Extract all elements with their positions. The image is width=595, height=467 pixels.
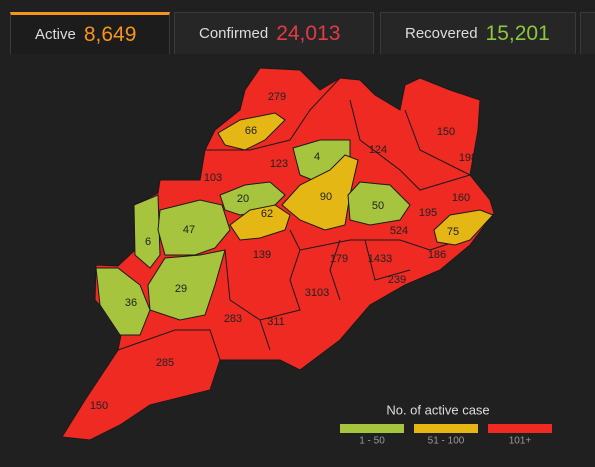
district <box>281 154 359 231</box>
district-label: 279 <box>268 91 286 103</box>
district <box>157 199 231 256</box>
legend-label: 101+ <box>509 436 532 447</box>
district-label: 90 <box>320 191 332 203</box>
district-border <box>329 239 341 301</box>
district-label: 179 <box>330 253 348 265</box>
tab-label: Recovered <box>405 25 478 42</box>
district-border <box>349 99 471 191</box>
legend-swatch <box>488 424 552 433</box>
district <box>95 267 151 336</box>
district-border <box>364 239 411 281</box>
tab-value: 8,649 <box>83 22 137 46</box>
legend-title: No. of active case <box>386 402 489 417</box>
district-label: 139 <box>253 249 271 261</box>
district-label: 198 <box>459 152 477 164</box>
legend-swatch <box>414 424 478 433</box>
district-label: 75 <box>447 226 459 238</box>
district-label: 160 <box>452 192 470 204</box>
tab[interactable]: Active 8,649 <box>10 12 170 54</box>
district-border <box>259 319 271 351</box>
tab-label: Confirmed <box>199 25 269 42</box>
district-label: 50 <box>372 200 384 212</box>
district-label: 285 <box>156 357 174 369</box>
district-label: 124 <box>369 144 387 156</box>
tab-value: 24,013 <box>276 21 341 45</box>
tab[interactable]: Recovered 15,201 <box>380 12 576 54</box>
district-label: 524 <box>390 225 408 237</box>
district-label: 283 <box>224 313 242 325</box>
district-label: 1433 <box>368 253 392 265</box>
district-label: 311 <box>267 316 285 328</box>
district-label: 20 <box>237 193 249 205</box>
district-label: 62 <box>261 208 273 220</box>
district <box>133 194 161 269</box>
legend-swatch <box>340 424 404 433</box>
tab-cut <box>580 12 595 54</box>
legend-label: 51 - 100 <box>428 436 465 447</box>
district <box>433 209 494 246</box>
district-label: 3103 <box>305 287 329 299</box>
district-label: 195 <box>419 207 437 219</box>
tab[interactable]: Confirmed 24,013 <box>174 12 374 54</box>
district-border <box>404 109 471 176</box>
district-label: 4 <box>314 151 320 163</box>
district <box>217 112 286 151</box>
district <box>347 181 411 226</box>
district-label: 239 <box>388 274 406 286</box>
district-label: 36 <box>125 297 137 309</box>
district-label: 150 <box>90 400 108 412</box>
district-border <box>117 329 221 361</box>
district-border <box>205 77 341 151</box>
district-label: 66 <box>245 125 257 137</box>
legend-label: 1 - 50 <box>359 436 385 447</box>
district-label: 47 <box>183 224 195 236</box>
district-border <box>299 239 461 251</box>
district-label: 186 <box>428 249 446 261</box>
tab-label: Active <box>35 26 76 43</box>
district-label: 150 <box>437 126 455 138</box>
tab-value: 15,201 <box>485 21 550 45</box>
district-label: 29 <box>175 283 187 295</box>
district <box>147 249 226 321</box>
district-label: 123 <box>270 158 288 170</box>
district-label: 103 <box>204 172 222 184</box>
district <box>229 204 291 241</box>
district-label: 6 <box>145 236 151 248</box>
